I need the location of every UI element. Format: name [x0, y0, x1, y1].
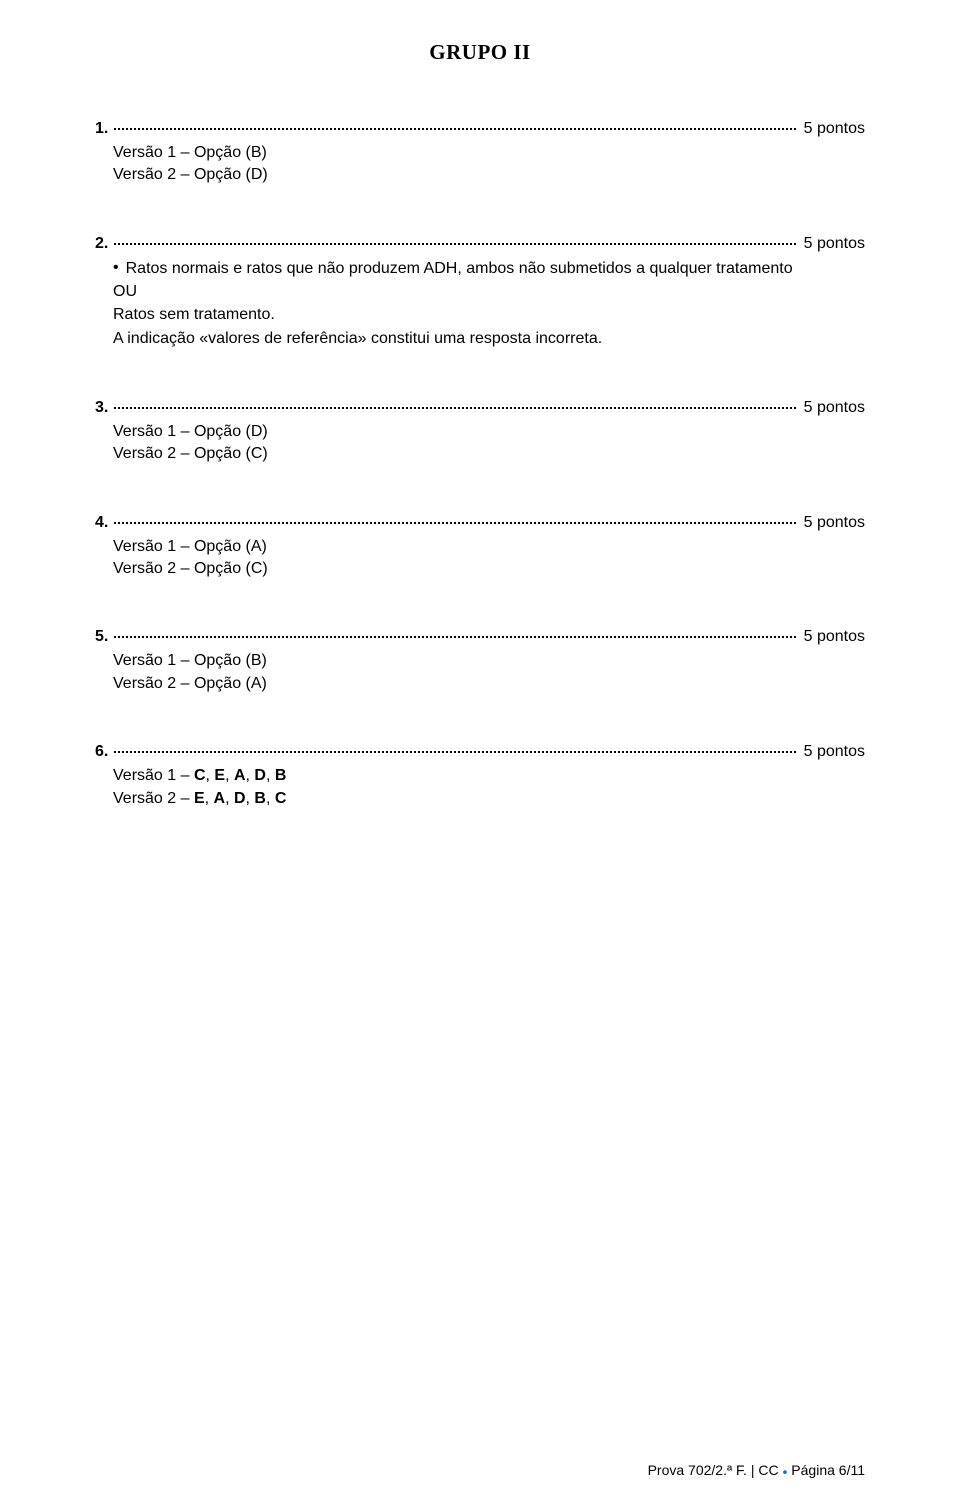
question-5-points: 5 pontos [804, 628, 865, 646]
footer-sep: | [747, 1462, 758, 1478]
answer-line-v2: Versão 2 ‒ E, A, D, B, C [113, 788, 865, 810]
answer-line-v1: Versão 1 ‒ C, E, A, D, B [113, 765, 865, 787]
question-6-header: 6. 5 pontos [95, 743, 865, 761]
question-1: 1. 5 pontos Versão 1 ‒ Opção (B) Versão … [95, 120, 865, 187]
answer-line: Versão 2 ‒ Opção (D) [113, 164, 865, 186]
v2-letter: B [254, 790, 266, 807]
question-2-header: 2. 5 pontos [95, 235, 865, 253]
question-6-points: 5 pontos [804, 743, 865, 761]
question-3-points: 5 pontos [804, 399, 865, 417]
dotted-leader [114, 636, 795, 638]
v2-letter: E [194, 790, 205, 807]
sep: , [225, 790, 234, 807]
answer-line: Versão 2 ‒ Opção (C) [113, 443, 865, 465]
v1-letter: C [194, 767, 206, 784]
question-1-header: 1. 5 pontos [95, 120, 865, 138]
v1-letter: D [254, 767, 266, 784]
answer-line: Versão 1 ‒ Opção (B) [113, 142, 865, 164]
question-1-points: 5 pontos [804, 120, 865, 138]
question-5-header: 5. 5 pontos [95, 628, 865, 646]
bullet-icon: • [113, 256, 119, 280]
sub-text: A indicação «valores de referência» cons… [113, 327, 865, 351]
question-6-number: 6. [95, 743, 108, 761]
answer-line: Versão 1 ‒ Opção (D) [113, 421, 865, 443]
footer-page: Página 6/11 [787, 1462, 865, 1478]
v2-letter: D [234, 790, 246, 807]
question-5: 5. 5 pontos Versão 1 ‒ Opção (B) Versão … [95, 628, 865, 695]
footer-prova: Prova 702/2.ª F. [648, 1462, 747, 1478]
sub-text: Ratos sem tratamento. [113, 303, 865, 327]
question-3-number: 3. [95, 399, 108, 417]
dotted-leader [114, 128, 795, 130]
dotted-leader [114, 751, 795, 753]
bullet-item: • Ratos normais e ratos que não produzem… [113, 257, 865, 281]
v2-letter: C [275, 790, 287, 807]
question-4-points: 5 pontos [804, 514, 865, 532]
v2-letter: A [214, 790, 226, 807]
dotted-leader [114, 407, 795, 409]
bullet-text: Ratos normais e ratos que não produzem A… [126, 257, 865, 281]
v1-letter: E [214, 767, 225, 784]
answer-line: Versão 1 ‒ Opção (A) [113, 536, 865, 558]
ou-text: OU [113, 283, 865, 301]
sep: , [225, 767, 234, 784]
question-1-number: 1. [95, 120, 108, 138]
v1-prefix: Versão 1 ‒ [113, 767, 194, 784]
answer-line: Versão 1 ‒ Opção (B) [113, 650, 865, 672]
page-footer: Prova 702/2.ª F. | CC • Página 6/11 [648, 1462, 865, 1479]
question-4-header: 4. 5 pontos [95, 514, 865, 532]
group-title: GRUPO II [95, 40, 865, 65]
dotted-leader [114, 243, 795, 245]
v2-prefix: Versão 2 ‒ [113, 790, 194, 807]
answer-line: Versão 2 ‒ Opção (A) [113, 673, 865, 695]
question-4-number: 4. [95, 514, 108, 532]
question-2-points: 5 pontos [804, 235, 865, 253]
question-4: 4. 5 pontos Versão 1 ‒ Opção (A) Versão … [95, 514, 865, 581]
question-6: 6. 5 pontos Versão 1 ‒ C, E, A, D, B Ver… [95, 743, 865, 810]
question-3-header: 3. 5 pontos [95, 399, 865, 417]
dotted-leader [114, 522, 795, 524]
question-2: 2. 5 pontos • Ratos normais e ratos que … [95, 235, 865, 351]
v1-letter: A [234, 767, 246, 784]
sep: , [205, 790, 214, 807]
v1-letter: B [275, 767, 287, 784]
answer-line: Versão 2 ‒ Opção (C) [113, 558, 865, 580]
question-2-number: 2. [95, 235, 108, 253]
footer-cc: CC [758, 1462, 778, 1478]
sep: , [266, 767, 275, 784]
sep: , [266, 790, 275, 807]
question-5-number: 5. [95, 628, 108, 646]
question-3: 3. 5 pontos Versão 1 ‒ Opção (D) Versão … [95, 399, 865, 466]
